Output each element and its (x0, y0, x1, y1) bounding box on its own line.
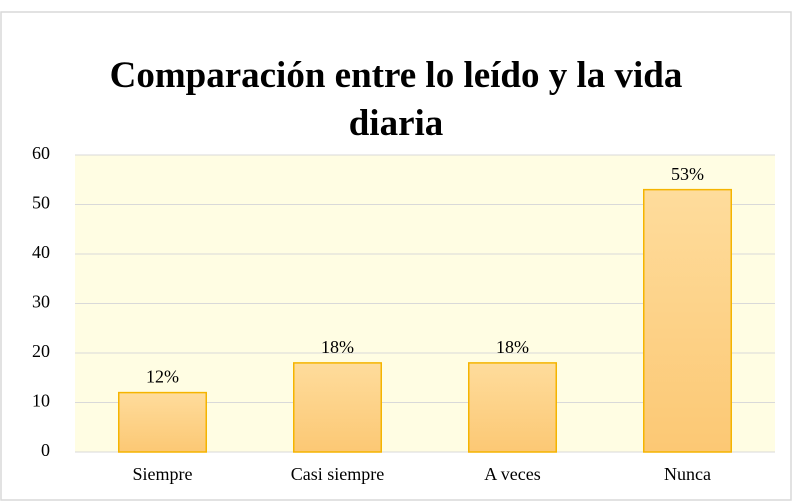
y-tick-label: 30 (32, 292, 50, 312)
bar (643, 188, 732, 453)
x-tick-label: Casi siempre (291, 464, 384, 484)
x-tick-label: A veces (484, 464, 540, 484)
data-label: 53% (671, 164, 704, 184)
data-label: 18% (496, 337, 529, 357)
bar (293, 362, 382, 453)
x-tick-label: Siempre (133, 464, 193, 484)
bar (118, 391, 207, 453)
y-tick-label: 10 (32, 391, 50, 411)
bar (468, 362, 557, 453)
data-label: 12% (146, 367, 179, 387)
x-tick-label: Nunca (664, 464, 711, 484)
y-tick-label: 20 (32, 341, 50, 361)
y-tick-label: 40 (32, 242, 50, 262)
y-tick-label: 50 (32, 193, 50, 213)
y-tick-label: 0 (41, 440, 50, 460)
data-label: 18% (321, 337, 354, 357)
chart-title: Comparación entre lo leído y la vida dia… (109, 55, 683, 144)
y-tick-label: 60 (32, 143, 50, 163)
